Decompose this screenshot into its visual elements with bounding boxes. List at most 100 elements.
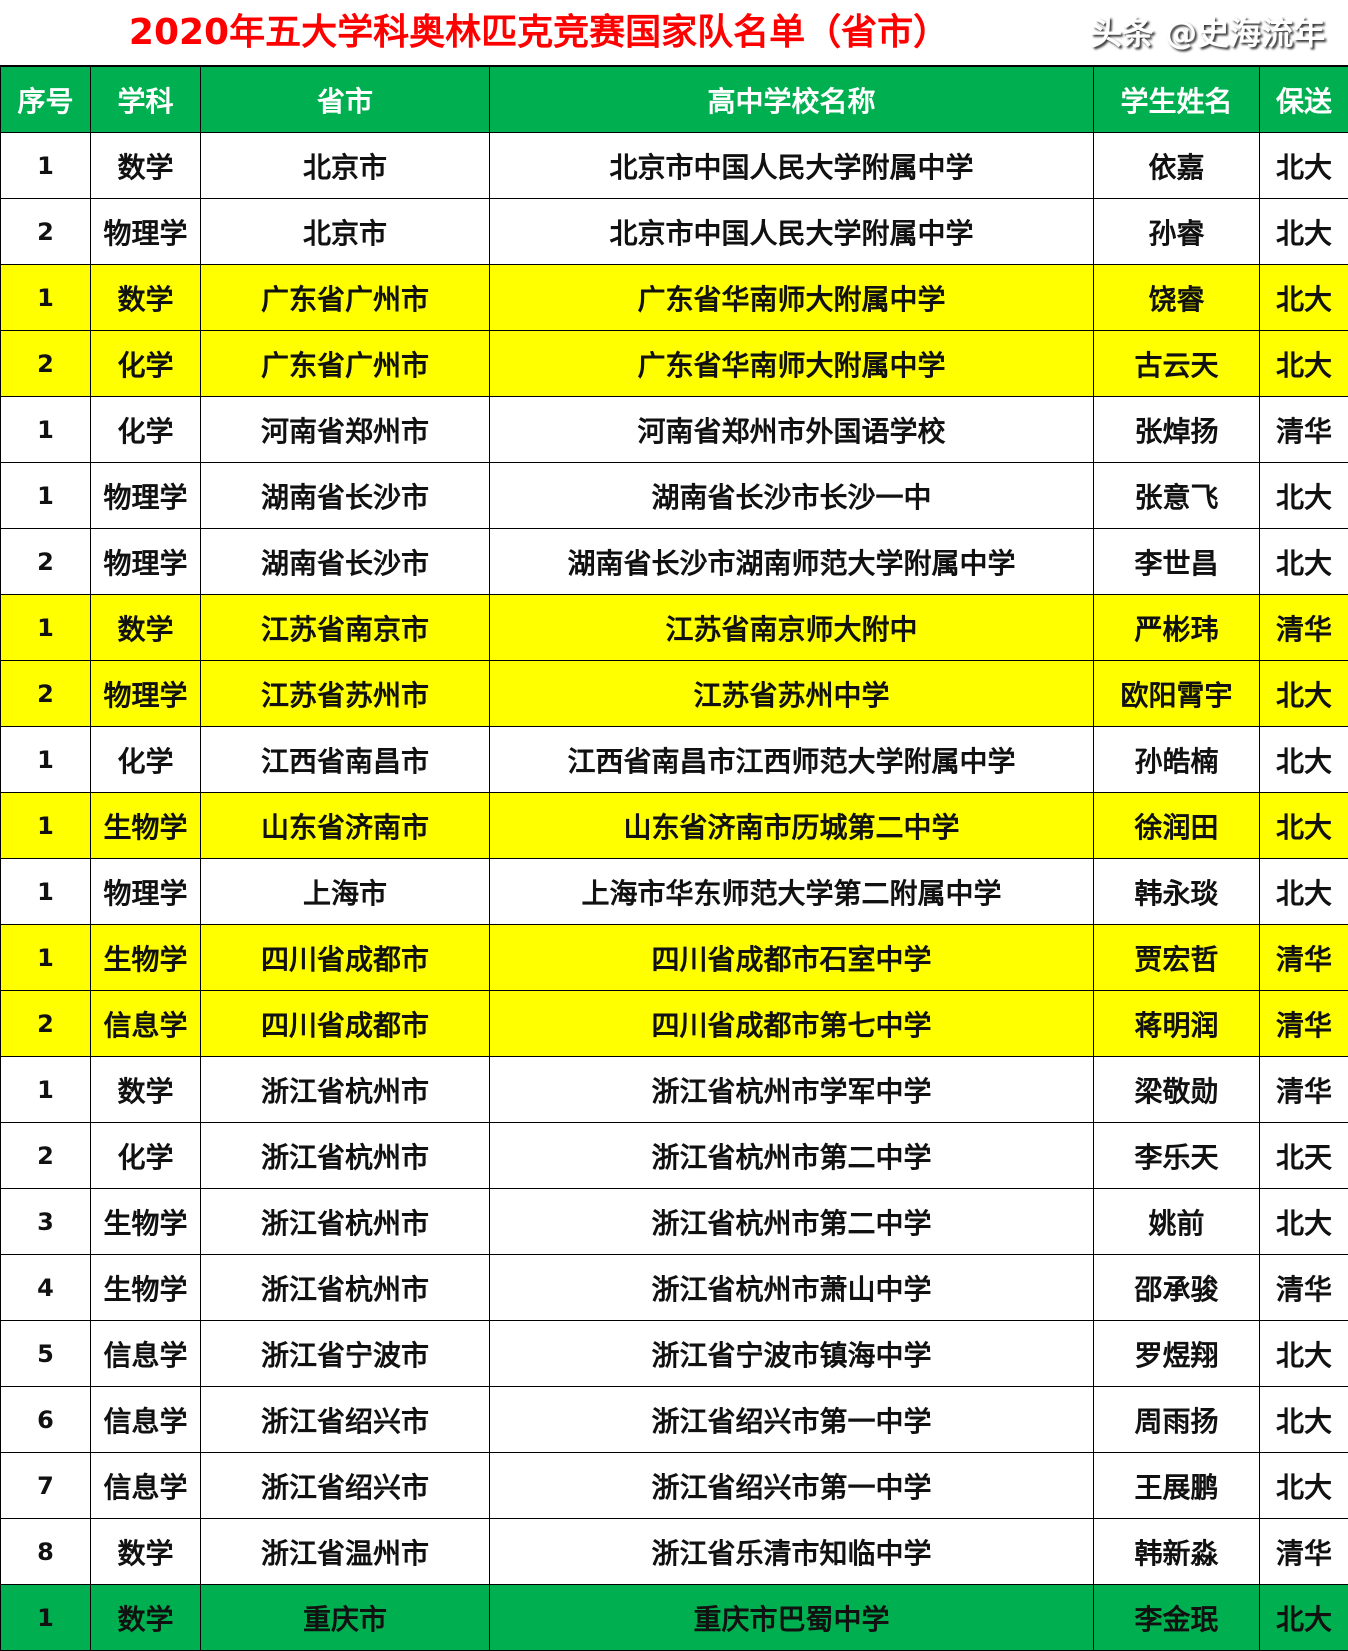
cell-city: 重庆市 xyxy=(200,1584,490,1651)
cell-no: 1 xyxy=(0,396,91,463)
cell-name: 古云天 xyxy=(1093,330,1260,397)
header-city: 省市 xyxy=(200,66,490,133)
cell-school: 重庆市巴蜀中学 xyxy=(489,1584,1094,1651)
cell-city: 广东省广州市 xyxy=(200,264,490,331)
cell-no: 1 xyxy=(0,924,91,991)
cell-no: 1 xyxy=(0,594,91,661)
cell-city: 浙江省绍兴市 xyxy=(200,1452,490,1519)
cell-no: 1 xyxy=(0,132,91,199)
cell-subject: 化学 xyxy=(90,330,201,397)
cell-city: 北京市 xyxy=(200,132,490,199)
cell-no: 2 xyxy=(0,330,91,397)
cell-admit: 北大 xyxy=(1259,1452,1348,1519)
cell-admit: 清华 xyxy=(1259,924,1348,991)
table-row: 2 化学 广东省广州市 广东省华南师大附属中学 古云天 北大 xyxy=(0,330,1348,397)
cell-school: 北京市中国人民大学附属中学 xyxy=(489,198,1094,265)
cell-subject: 物理学 xyxy=(90,198,201,265)
cell-school: 江苏省苏州中学 xyxy=(489,660,1094,727)
cell-school: 北京市中国人民大学附属中学 xyxy=(489,132,1094,199)
table-row: 1 数学 北京市 北京市中国人民大学附属中学 依嘉 北大 xyxy=(0,132,1348,199)
table-row: 5 信息学 浙江省宁波市 浙江省宁波市镇海中学 罗煜翔 北大 xyxy=(0,1320,1348,1387)
cell-city: 浙江省杭州市 xyxy=(200,1122,490,1189)
table-row: 7 信息学 浙江省绍兴市 浙江省绍兴市第一中学 王展鹏 北大 xyxy=(0,1452,1348,1519)
cell-name: 周雨扬 xyxy=(1093,1386,1260,1453)
cell-subject: 物理学 xyxy=(90,528,201,595)
cell-school: 江苏省南京师大附中 xyxy=(489,594,1094,661)
header-subject: 学科 xyxy=(90,66,201,133)
cell-subject: 物理学 xyxy=(90,858,201,925)
table-row: 1 物理学 上海市 上海市华东师范大学第二附属中学 韩永琰 北大 xyxy=(0,858,1348,925)
cell-subject: 化学 xyxy=(90,726,201,793)
cell-subject: 生物学 xyxy=(90,924,201,991)
cell-name: 严彬玮 xyxy=(1093,594,1260,661)
table-row: 1 生物学 四川省成都市 四川省成都市石室中学 贾宏哲 清华 xyxy=(0,924,1348,991)
cell-no: 4 xyxy=(0,1254,91,1321)
cell-subject: 物理学 xyxy=(90,660,201,727)
cell-no: 1 xyxy=(0,858,91,925)
cell-admit: 北天 xyxy=(1259,1122,1348,1189)
cell-city: 江苏省苏州市 xyxy=(200,660,490,727)
cell-name: 欧阳霄宇 xyxy=(1093,660,1260,727)
cell-admit: 清华 xyxy=(1259,990,1348,1057)
cell-subject: 生物学 xyxy=(90,792,201,859)
cell-subject: 生物学 xyxy=(90,1254,201,1321)
cell-no: 2 xyxy=(0,528,91,595)
cell-subject: 数学 xyxy=(90,132,201,199)
cell-no: 1 xyxy=(0,1584,91,1651)
cell-school: 广东省华南师大附属中学 xyxy=(489,264,1094,331)
cell-admit: 清华 xyxy=(1259,1254,1348,1321)
cell-subject: 信息学 xyxy=(90,990,201,1057)
cell-admit: 北大 xyxy=(1259,264,1348,331)
cell-name: 王展鹏 xyxy=(1093,1452,1260,1519)
cell-name: 邵承骏 xyxy=(1093,1254,1260,1321)
header-no: 序号 xyxy=(0,66,91,133)
cell-admit: 北大 xyxy=(1259,792,1348,859)
cell-subject: 信息学 xyxy=(90,1320,201,1387)
cell-no: 2 xyxy=(0,990,91,1057)
header-row: 序号 学科 省市 高中学校名称 学生姓名 保送 xyxy=(0,66,1348,133)
cell-subject: 信息学 xyxy=(90,1386,201,1453)
cell-subject: 数学 xyxy=(90,1584,201,1651)
cell-admit: 北大 xyxy=(1259,726,1348,793)
header-school: 高中学校名称 xyxy=(489,66,1094,133)
cell-city: 浙江省杭州市 xyxy=(200,1056,490,1123)
cell-school: 浙江省绍兴市第一中学 xyxy=(489,1386,1094,1453)
cell-no: 6 xyxy=(0,1386,91,1453)
cell-subject: 生物学 xyxy=(90,1188,201,1255)
cell-city: 浙江省杭州市 xyxy=(200,1254,490,1321)
cell-no: 5 xyxy=(0,1320,91,1387)
cell-no: 1 xyxy=(0,726,91,793)
cell-no: 1 xyxy=(0,792,91,859)
cell-no: 1 xyxy=(0,1056,91,1123)
cell-school: 浙江省杭州市萧山中学 xyxy=(489,1254,1094,1321)
cell-city: 四川省成都市 xyxy=(200,990,490,1057)
table-row: 2 化学 浙江省杭州市 浙江省杭州市第二中学 李乐天 北天 xyxy=(0,1122,1348,1189)
cell-city: 浙江省绍兴市 xyxy=(200,1386,490,1453)
header-admit: 保送 xyxy=(1259,66,1348,133)
table-row: 8 数学 浙江省温州市 浙江省乐清市知临中学 韩新淼 清华 xyxy=(0,1518,1348,1585)
cell-city: 江苏省南京市 xyxy=(200,594,490,661)
cell-no: 2 xyxy=(0,660,91,727)
watermark: 头条 @史海流年 xyxy=(1090,14,1326,52)
cell-school: 浙江省杭州市第二中学 xyxy=(489,1188,1094,1255)
cell-school: 浙江省宁波市镇海中学 xyxy=(489,1320,1094,1387)
cell-subject: 数学 xyxy=(90,1518,201,1585)
table-row: 1 数学 浙江省杭州市 浙江省杭州市学军中学 梁敬勋 清华 xyxy=(0,1056,1348,1123)
cell-admit: 北大 xyxy=(1259,330,1348,397)
cell-name: 徐润田 xyxy=(1093,792,1260,859)
cell-school: 浙江省杭州市第二中学 xyxy=(489,1122,1094,1189)
cell-admit: 北大 xyxy=(1259,132,1348,199)
cell-name: 饶睿 xyxy=(1093,264,1260,331)
cell-name: 贾宏哲 xyxy=(1093,924,1260,991)
cell-no: 8 xyxy=(0,1518,91,1585)
cell-city: 北京市 xyxy=(200,198,490,265)
table-row: 4 生物学 浙江省杭州市 浙江省杭州市萧山中学 邵承骏 清华 xyxy=(0,1254,1348,1321)
cell-name: 孙皓楠 xyxy=(1093,726,1260,793)
cell-admit: 北大 xyxy=(1259,1584,1348,1651)
cell-city: 山东省济南市 xyxy=(200,792,490,859)
cell-subject: 物理学 xyxy=(90,462,201,529)
cell-school: 四川省成都市第七中学 xyxy=(489,990,1094,1057)
cell-name: 李金珉 xyxy=(1093,1584,1260,1651)
table-row: 1 数学 重庆市 重庆市巴蜀中学 李金珉 北大 xyxy=(0,1584,1348,1651)
cell-school: 山东省济南市历城第二中学 xyxy=(489,792,1094,859)
